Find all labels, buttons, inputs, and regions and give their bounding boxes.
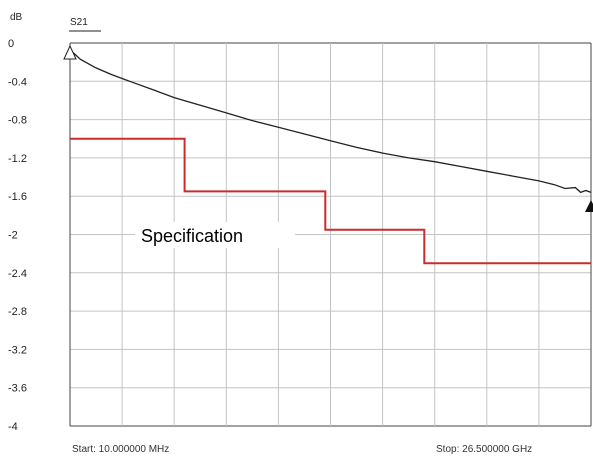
y-tick-label: -0.8 <box>8 115 27 127</box>
start-marker-icon <box>63 44 77 60</box>
y-tick-label: -3.2 <box>8 344 27 356</box>
trace-label: S21 <box>70 17 88 28</box>
y-tick-label: -0.4 <box>8 76 27 88</box>
measured-s21-line <box>69 49 592 194</box>
y-tick-label: -1.2 <box>8 153 27 165</box>
start-frequency-label: Start: 10.000000 MHz <box>72 444 169 455</box>
specification-line <box>70 137 591 265</box>
y-tick-label: -1.6 <box>8 191 27 203</box>
annotation-background <box>135 222 295 248</box>
y-tick-label: -2.4 <box>8 268 27 280</box>
y-tick-label: -2 <box>8 230 18 242</box>
y-tick-label: 0 <box>8 38 14 50</box>
y-tick-label: -4 <box>8 421 18 433</box>
y-tick-label: -2.8 <box>8 306 27 318</box>
y-axis-ticks: 0 -0.4 -0.8 -1.2 -1.6 -2 -2.4 -2.8 -3.2 -3.6 -4 <box>8 38 27 433</box>
specification-annotation: Specification <box>141 226 243 246</box>
y-tick-label: -3.6 <box>8 383 27 395</box>
y-unit-label: dB <box>10 12 23 23</box>
end-marker-icon <box>585 200 593 212</box>
stop-frequency-label: Stop: 26.500000 GHz <box>436 444 532 455</box>
